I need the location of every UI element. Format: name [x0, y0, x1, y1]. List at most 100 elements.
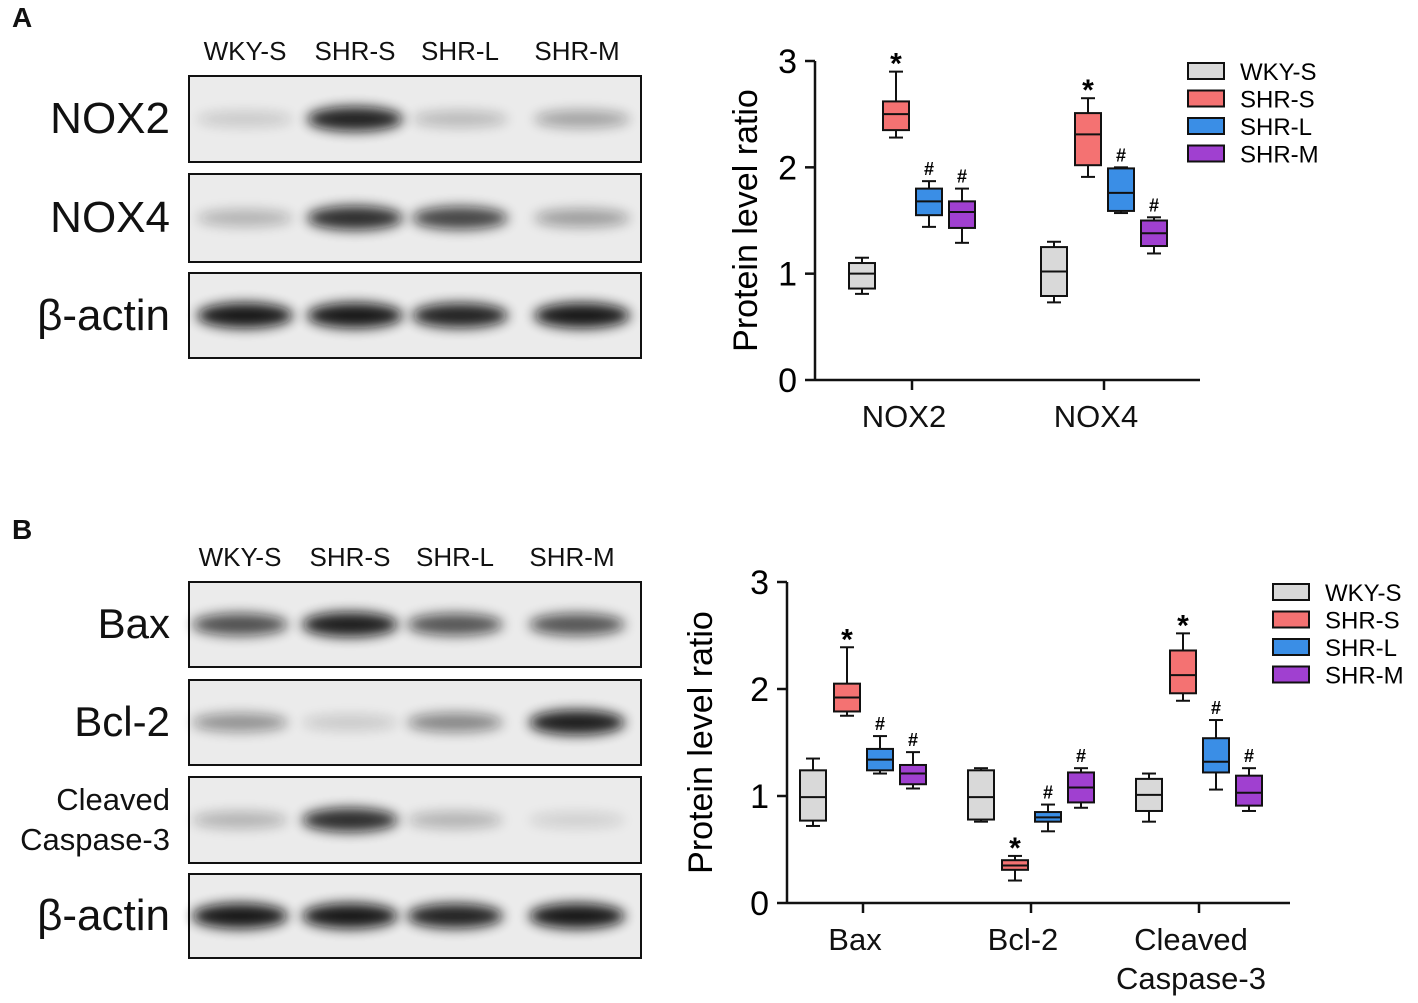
legend-swatch [1187, 117, 1225, 135]
y-tick-label: 2 [778, 149, 797, 187]
row-label-text: NOX2 [50, 94, 170, 144]
y-axis-label: Protein level ratio [727, 89, 765, 352]
y-tick-label: 3 [750, 564, 769, 602]
row-label: Bcl-2 [0, 680, 170, 765]
significance-marker: * [1082, 74, 1094, 107]
lane-label: SHR-L [420, 36, 500, 66]
significance-marker: # [1116, 145, 1126, 165]
legend-swatch [1272, 583, 1310, 601]
legend-swatch [1187, 62, 1225, 80]
legend-swatch [1187, 144, 1225, 163]
y-tick-label: 3 [778, 43, 797, 81]
legend-label: SHR-S [1240, 87, 1315, 114]
blot-band [302, 903, 398, 929]
blot-band [407, 613, 503, 636]
box [799, 769, 827, 822]
significance-marker: # [1211, 698, 1221, 718]
x-tick-label: NOX2 [861, 399, 947, 434]
x-tick-label: NOX4 [1053, 399, 1139, 434]
row-label: Bax [0, 582, 170, 667]
y-tick-label: 1 [778, 256, 797, 294]
x-tick-label: Cleaved Caspase-3 [1116, 922, 1266, 996]
blot-band [412, 206, 508, 230]
lane-label: SHR-M [529, 542, 615, 572]
row-label: NOX2 [0, 76, 170, 162]
lane-label: SHR-S [314, 36, 396, 66]
y-tick-label: 1 [750, 778, 769, 816]
lane-label: SHR-M [534, 36, 620, 66]
legend-label: WKY-S [1240, 59, 1316, 86]
box [848, 262, 876, 290]
x-tick-label: Bax [828, 922, 882, 957]
significance-marker: # [1244, 746, 1254, 766]
legend-swatch [1272, 638, 1310, 656]
legend-label: SHR-L [1325, 635, 1397, 662]
box [1202, 737, 1230, 774]
row-label-text: NOX4 [50, 193, 170, 243]
x-tick-label: Bcl-2 [987, 922, 1059, 957]
significance-marker: * [890, 48, 902, 81]
y-axis-label: Protein level ratio [682, 611, 720, 874]
significance-marker: # [924, 159, 934, 179]
significance-marker: # [1076, 746, 1086, 766]
blot-band [407, 811, 503, 829]
panel-label: B [12, 514, 33, 545]
significance-marker: * [841, 623, 853, 656]
blot-band [197, 209, 293, 227]
blot-band [192, 811, 288, 829]
row-label-text: β-actin [37, 290, 170, 340]
legend-label: SHR-S [1325, 608, 1400, 635]
row-label-text: Bax [97, 600, 170, 648]
blot-band [302, 807, 398, 833]
row-label: Cleaved Caspase-3 [0, 777, 170, 863]
box [1169, 649, 1197, 695]
legend-label: SHR-M [1240, 142, 1319, 169]
legend-label: SHR-M [1325, 663, 1404, 690]
lane-label: WKY-S [198, 542, 282, 572]
y-tick-label: 0 [750, 885, 769, 923]
blot-band [302, 714, 398, 731]
blot-band [534, 208, 630, 228]
significance-marker: # [957, 167, 967, 187]
blot-band [529, 903, 625, 929]
row-label: β-actin [0, 273, 170, 358]
significance-marker: # [908, 730, 918, 750]
significance-marker: # [875, 714, 885, 734]
blot-band [302, 611, 398, 638]
box [948, 200, 976, 229]
row-label-text: Cleaved Caspase-3 [20, 781, 170, 857]
blot-band [192, 713, 288, 732]
box [967, 769, 995, 821]
y-tick-label: 2 [750, 671, 769, 709]
lane-label: SHR-L [415, 542, 495, 572]
significance-marker: * [1009, 832, 1021, 865]
legend-swatch [1272, 665, 1310, 684]
significance-marker: # [1149, 195, 1159, 215]
panel-label: A [12, 2, 33, 33]
box [899, 763, 927, 786]
legend-label: SHR-L [1240, 114, 1312, 141]
row-label: β-actin [0, 874, 170, 958]
row-label-text: β-actin [37, 891, 170, 941]
blot-band [534, 110, 630, 128]
blot-band [529, 812, 625, 828]
blot-band [529, 709, 625, 736]
box [1074, 112, 1102, 167]
legend-swatch [1187, 89, 1225, 108]
box [1235, 774, 1263, 807]
blot-band [192, 613, 288, 636]
lane-label: SHR-S [309, 542, 391, 572]
lane-label: WKY-S [203, 36, 287, 66]
blot-band [407, 903, 503, 929]
blot-band [307, 205, 403, 231]
blot-band [529, 613, 625, 636]
row-label: NOX4 [0, 174, 170, 262]
blot-band [407, 712, 503, 733]
blot-band [307, 106, 403, 132]
box [882, 100, 910, 132]
blot-band [192, 903, 288, 929]
legend-swatch [1272, 610, 1310, 629]
blot-band [534, 302, 630, 329]
